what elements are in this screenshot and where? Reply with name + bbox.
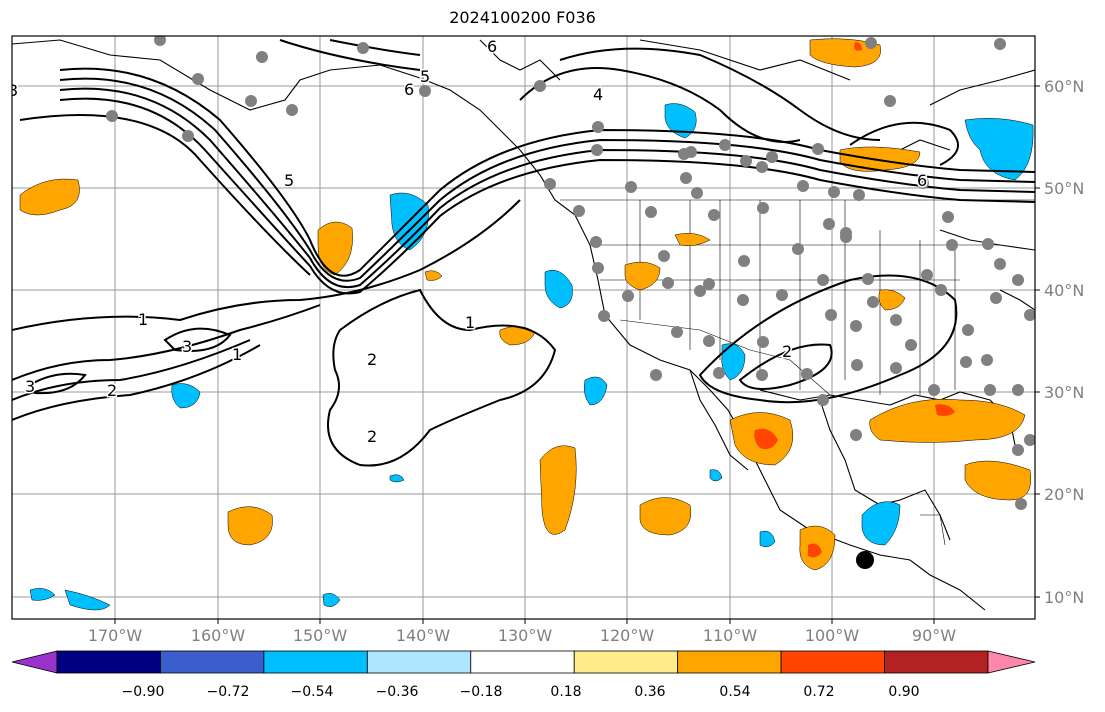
colorbar-extend-low xyxy=(11,650,58,674)
positive-anomalies xyxy=(19,38,1032,571)
contour-label: 6 xyxy=(917,171,927,190)
contour-label: 3 xyxy=(8,81,18,100)
contour-label: 5 xyxy=(420,67,430,86)
height-contours xyxy=(12,39,1035,467)
lon-label: 90°W xyxy=(911,626,957,645)
highlight-point xyxy=(856,551,874,569)
lat-label: 50°N xyxy=(1044,179,1085,198)
station-dots xyxy=(106,36,1035,510)
lon-label: 160°W xyxy=(190,626,246,645)
lat-label: 60°N xyxy=(1044,77,1085,96)
borders xyxy=(560,199,1035,546)
contour-label: 2 xyxy=(107,381,117,400)
map-title: 2024100200 F036 xyxy=(449,8,596,27)
contour-label: 6 xyxy=(404,80,414,99)
colorbar-tick-label: 0.54 xyxy=(719,684,751,700)
contour-label: 1 xyxy=(138,310,148,329)
colorbar-tick-label: −0.18 xyxy=(459,684,503,700)
map-frame xyxy=(11,35,1036,620)
colorbar-segment xyxy=(263,650,368,674)
lon-label: 150°W xyxy=(292,626,348,645)
contour-label: 6 xyxy=(487,37,497,56)
lon-label: 130°W xyxy=(497,626,553,645)
colorbar-segment xyxy=(677,650,782,674)
colorbar-segment xyxy=(573,650,679,674)
colorbar-tick-label: −0.36 xyxy=(375,684,419,700)
contour-label: 2 xyxy=(367,427,377,446)
colorbar-extend-high xyxy=(987,650,1036,674)
contour-label: 3 xyxy=(182,337,192,356)
contour-label: 5 xyxy=(284,171,294,190)
colorbar-tick-label: 0.36 xyxy=(634,684,666,700)
colorbar-tick-label: −0.54 xyxy=(290,684,334,700)
lon-label: 170°W xyxy=(87,626,143,645)
contour-label: 4 xyxy=(593,85,603,104)
negative-anomalies xyxy=(29,103,1034,611)
lon-label: 140°W xyxy=(395,626,451,645)
colorbar-tick-label: 0.90 xyxy=(888,684,920,700)
contour-label: 3 xyxy=(25,377,35,396)
strong-positive-anomalies xyxy=(754,42,955,558)
colorbar-tick-label: −0.72 xyxy=(206,684,250,700)
lat-label: 40°N xyxy=(1044,281,1085,300)
colorbar-segment xyxy=(884,650,989,674)
colorbar-segment xyxy=(780,650,885,674)
contour-label: 1 xyxy=(465,313,475,332)
lon-label: 120°W xyxy=(599,626,655,645)
colorbar-segment xyxy=(366,650,472,674)
lat-label: 30°N xyxy=(1044,383,1085,402)
colorbar-tick-label: −0.90 xyxy=(121,684,165,700)
lon-label: 110°W xyxy=(702,626,758,645)
lon-label: 100°W xyxy=(804,626,860,645)
colorbar-segment xyxy=(56,650,161,674)
colorbar-segment xyxy=(470,650,575,674)
contour-label: 2 xyxy=(782,342,792,361)
contour-label: 1 xyxy=(232,345,242,364)
colorbar-tick-label: 0.18 xyxy=(550,684,582,700)
contour-label: 2 xyxy=(367,350,377,369)
colorbar xyxy=(11,650,1036,674)
lat-label: 20°N xyxy=(1044,485,1085,504)
colorbar-tick-label: 0.72 xyxy=(803,684,835,700)
lat-label: 10°N xyxy=(1044,588,1085,607)
colorbar-segment xyxy=(160,650,265,674)
contour-label-layer: 1 1 1 2 2 2 2 3 3 3 5 5 6 6 6 4 xyxy=(8,36,929,448)
